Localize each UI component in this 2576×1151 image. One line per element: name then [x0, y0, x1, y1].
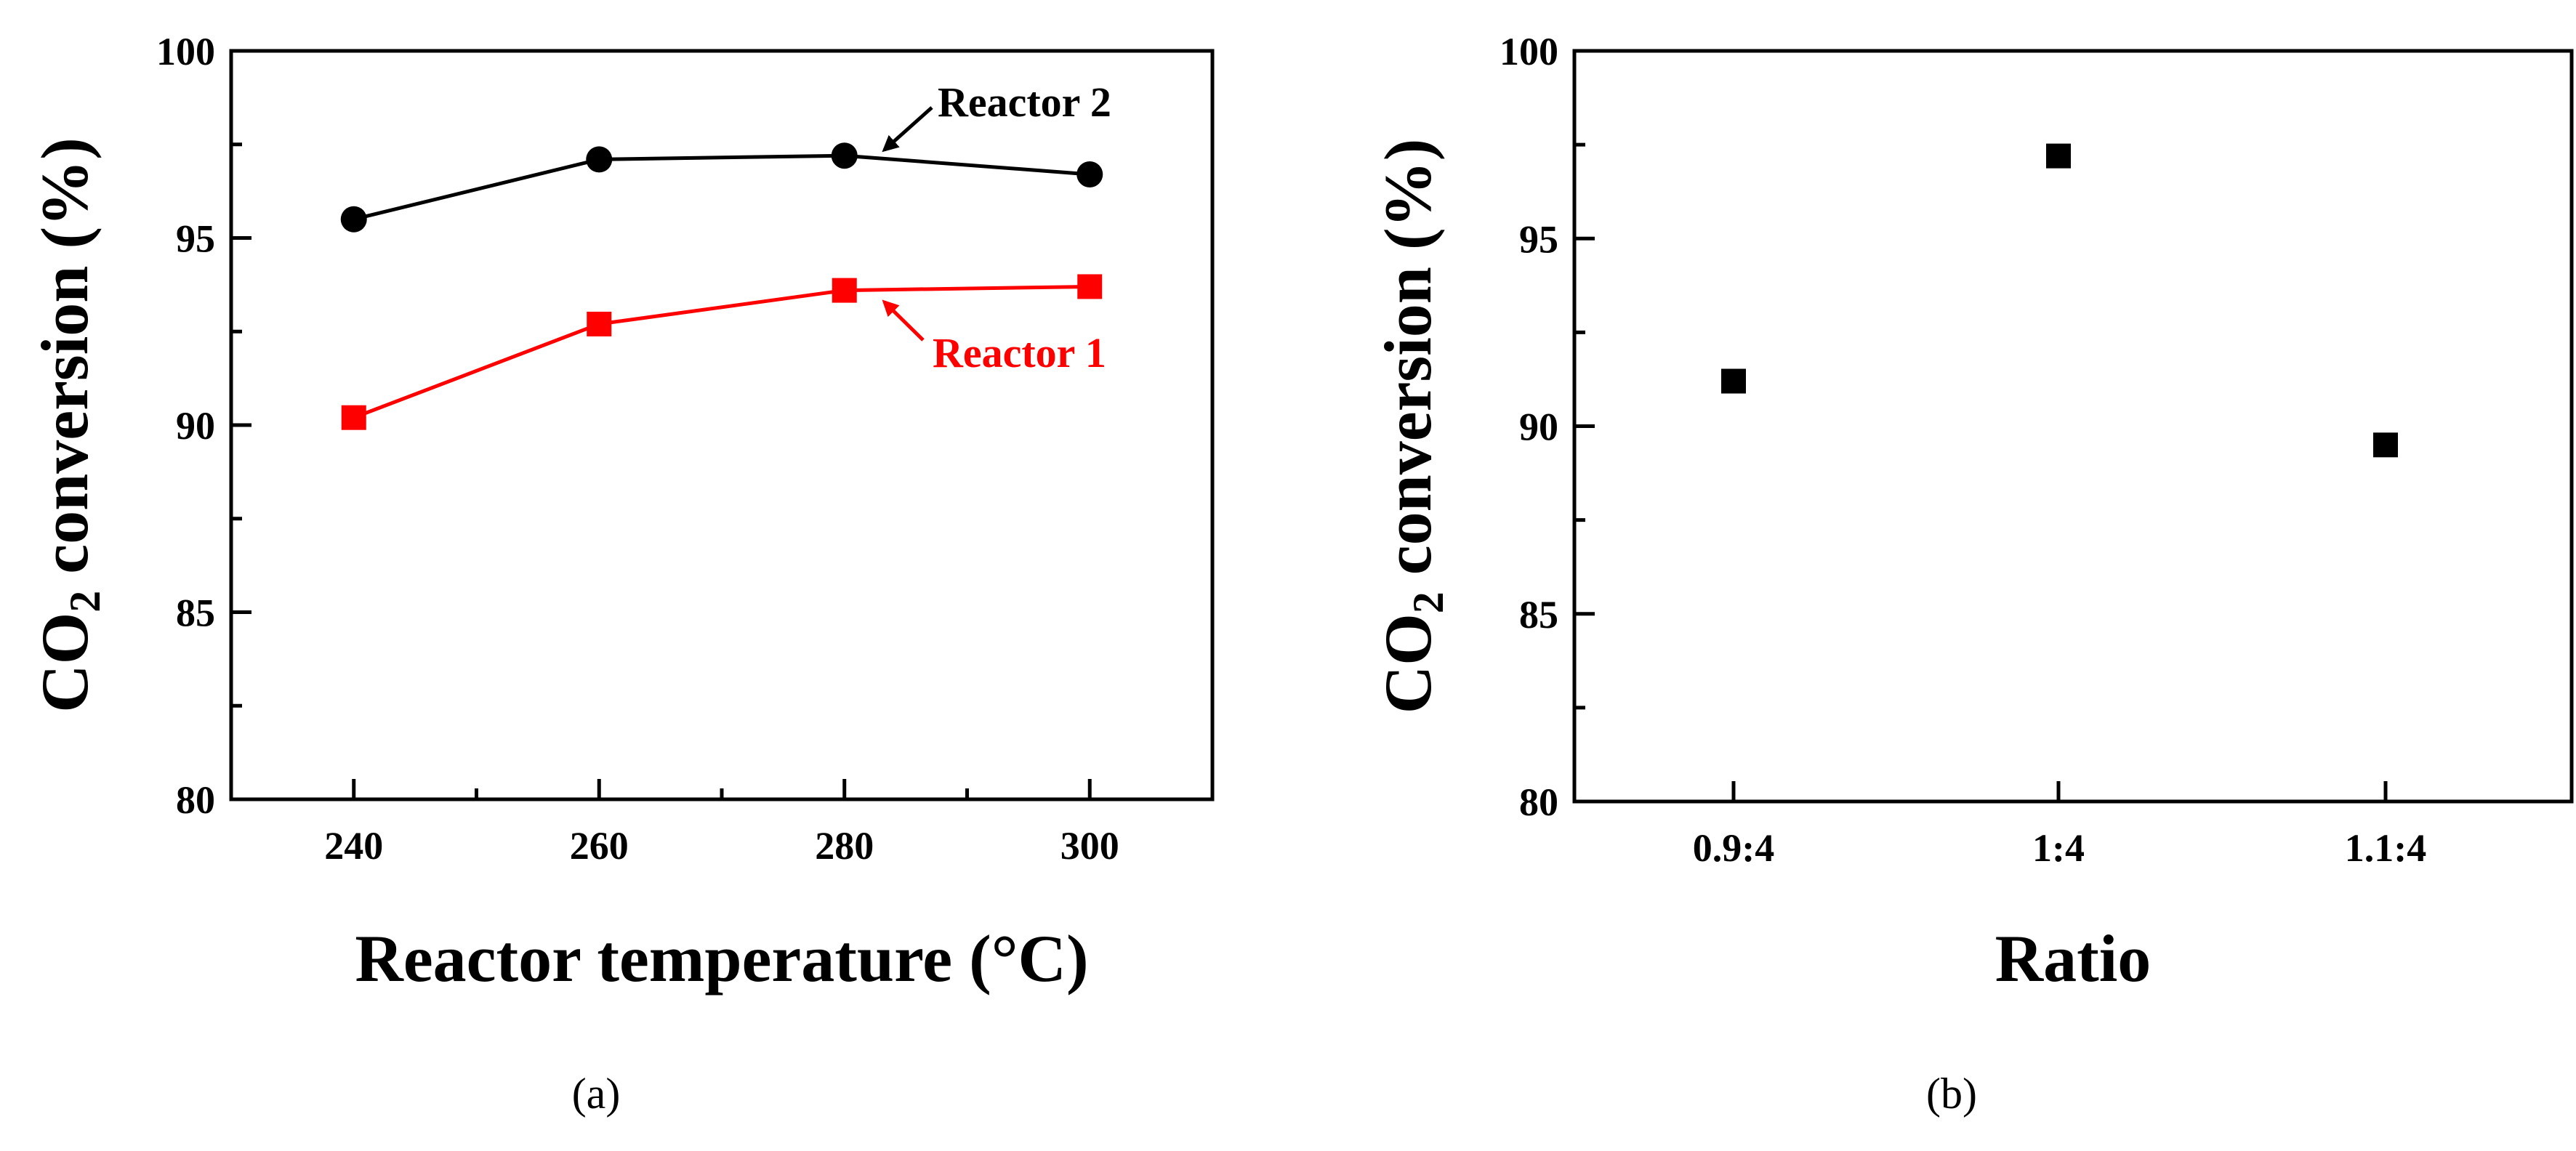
panel-a-data-point [831, 142, 858, 169]
panel-b-caption-letter: b [1941, 1070, 1963, 1118]
panel-a-x-tick-label: 260 [570, 824, 629, 868]
panel-a-x-axis-title: Reactor temperature (°C) [355, 921, 1088, 995]
panel-a-y-axis-title: CO2 conversion (%) [28, 137, 109, 712]
panel-b-x-tick-label: 1:4 [2032, 826, 2085, 870]
panel-b-y-tick-label: 90 [1519, 405, 1558, 449]
panel-b-y-tick-label: 95 [1519, 217, 1558, 261]
panel-a-data-point [832, 278, 857, 303]
panel-a-y-tick-label: 90 [176, 404, 215, 448]
panel-a-series-line-1 [353, 153, 1090, 222]
panel-b-y-axis-title: CO2 conversion (%) [1371, 139, 1452, 714]
panel-a-y-title-prefix: CO [28, 613, 102, 713]
panel-a-annotation-arrow [882, 299, 925, 342]
panel-b-y-title-suffix: conversion (%) [1371, 139, 1445, 591]
panel-b-x-tick-label: 0.9:4 [1693, 826, 1774, 870]
panel-a-caption: (a) [572, 1070, 621, 1118]
panel-b-data-point [1721, 368, 1746, 394]
panel-b-y-tick-label: 80 [1519, 780, 1558, 824]
panel-b-data-point [2046, 143, 2071, 169]
panel-b-plot-frame [1572, 49, 2574, 804]
panel-a-y-title-suffix: conversion (%) [28, 137, 102, 590]
panel-a-series-line-2 [353, 284, 1090, 420]
panel-a-plot-frame [229, 49, 1215, 801]
panel-b-data-point [2373, 432, 2398, 458]
panel-b-x-axis-title: Ratio [1995, 921, 2152, 995]
panel-b-y-tick-label: 100 [1500, 30, 1558, 73]
panel-a-annotation-label: Reactor 2 [938, 78, 1111, 126]
panel-a-data-point [1077, 274, 1103, 299]
panel-a-data-point [340, 206, 367, 233]
panel-a-y-tick-label: 95 [176, 217, 215, 261]
panel-b-y-title-subscript: 2 [1404, 591, 1452, 613]
panel-a-data-point [586, 146, 613, 173]
panel-a-y-title-subscript: 2 [61, 591, 109, 613]
panel-b-y-tick-label: 85 [1519, 593, 1558, 637]
panel-a-x-tick-label: 300 [1060, 824, 1119, 868]
panel-a-y-tick-label: 85 [176, 591, 215, 635]
panel-a-annotation-arrow [882, 106, 933, 153]
panel-a-x-tick-label: 240 [324, 824, 383, 868]
panel-a-data-point [587, 311, 612, 336]
panel-a-y-tick-label: 100 [156, 30, 215, 73]
panel-b-caption: (b) [1926, 1070, 1977, 1118]
panel-a-y-tick-label: 80 [176, 778, 215, 822]
panel-b-x-tick-label: 1.1:4 [2345, 826, 2426, 870]
panel-a-caption-letter: a [587, 1070, 606, 1118]
panel-b-y-title-prefix: CO [1371, 613, 1445, 714]
panel-a-data-point [341, 405, 366, 430]
panel-a-data-point [1076, 161, 1103, 187]
panel-b-chart: 80 85 90 95 100 0.9:4 1:4 1.1:4 Ratio CO2 conve… [1371, 30, 2574, 1118]
panel-a-chart: 80 85 90 95 100 240 260 280 300 Reactor 2 Reactor… [28, 30, 1215, 1118]
panel-a-annotation-label: Reactor 1 [933, 329, 1106, 376]
panel-a-x-tick-label: 280 [815, 824, 874, 868]
